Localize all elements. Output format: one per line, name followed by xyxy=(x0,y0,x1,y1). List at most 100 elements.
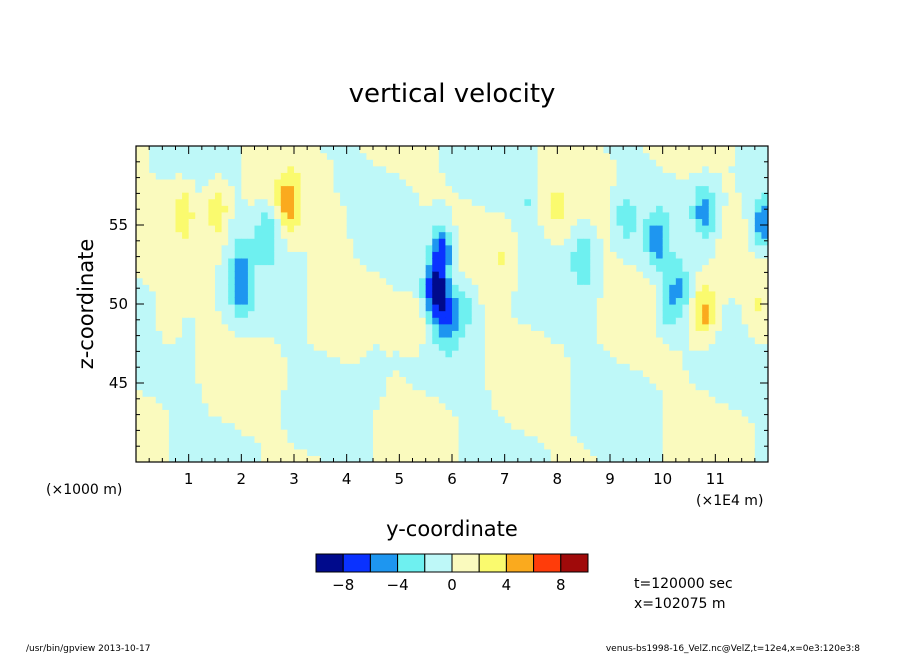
x-position-info: x=102075 m xyxy=(634,596,726,612)
heatmap-cell xyxy=(682,172,690,180)
heatmap-cell xyxy=(537,323,545,331)
heatmap-cell xyxy=(274,297,282,305)
heatmap-cell xyxy=(544,330,552,338)
heatmap-cell xyxy=(748,304,756,312)
heatmap-cell xyxy=(386,389,394,397)
heatmap-cell xyxy=(577,317,585,325)
heatmap-cell xyxy=(741,323,749,331)
heatmap-cell xyxy=(550,448,558,457)
heatmap-cell xyxy=(182,152,190,160)
heatmap-cell xyxy=(247,290,256,299)
heatmap-cell xyxy=(754,205,763,213)
heatmap-cell xyxy=(603,383,611,391)
heatmap-cell xyxy=(366,205,374,213)
heatmap-cell xyxy=(261,402,269,410)
heatmap-cell xyxy=(274,304,282,312)
heatmap-cell xyxy=(458,178,466,187)
heatmap-cell xyxy=(636,185,644,193)
heatmap-cell xyxy=(754,429,763,437)
heatmap-cell xyxy=(267,211,275,220)
heatmap-cell xyxy=(353,343,361,351)
heatmap-cell xyxy=(405,211,414,220)
heatmap-cell xyxy=(136,277,144,285)
heatmap-cell xyxy=(465,231,473,239)
heatmap-cell xyxy=(254,231,262,239)
heatmap-cell xyxy=(721,336,730,345)
heatmap-cell xyxy=(274,192,282,200)
heatmap-cell xyxy=(484,330,493,338)
heatmap-cell xyxy=(425,284,433,292)
heatmap-cell xyxy=(162,146,170,154)
heatmap-cell xyxy=(405,442,414,450)
heatmap-cell xyxy=(708,369,716,378)
heatmap-cell xyxy=(208,264,216,272)
heatmap-cell xyxy=(261,284,269,292)
heatmap-cell xyxy=(294,350,302,358)
heatmap-cell xyxy=(425,172,433,180)
heatmap-cell xyxy=(498,178,506,187)
heatmap-cell xyxy=(228,178,236,187)
heatmap-cell xyxy=(550,363,558,371)
heatmap-cell xyxy=(307,251,315,259)
heatmap-cell xyxy=(359,350,368,358)
heatmap-cell xyxy=(333,211,341,220)
heatmap-cell xyxy=(201,448,210,457)
heatmap-cell xyxy=(274,409,282,417)
heatmap-cell xyxy=(596,192,605,200)
heatmap-cell xyxy=(162,363,170,371)
heatmap-cell xyxy=(735,389,743,397)
heatmap-cell xyxy=(524,350,532,358)
heatmap-cell xyxy=(563,277,572,285)
heatmap-cell xyxy=(649,185,657,193)
heatmap-cell xyxy=(267,297,275,305)
x-axis-label: y-coordinate xyxy=(386,517,518,541)
heatmap-cell xyxy=(438,198,447,206)
heatmap-cell xyxy=(261,225,269,233)
heatmap-cell xyxy=(517,448,526,457)
heatmap-cell xyxy=(452,284,460,292)
heatmap-cell xyxy=(695,396,703,404)
heatmap-cell xyxy=(392,409,400,417)
heatmap-cell xyxy=(261,389,269,397)
heatmap-cell xyxy=(366,369,374,378)
heatmap-cell xyxy=(702,343,710,351)
heatmap-cell xyxy=(340,211,348,220)
heatmap-cell xyxy=(221,402,229,410)
heatmap-cell xyxy=(557,238,565,246)
heatmap-cell xyxy=(610,369,618,378)
heatmap-cell xyxy=(438,323,447,331)
heatmap-cell xyxy=(471,304,479,312)
heatmap-cell xyxy=(715,271,723,279)
heatmap-cell xyxy=(274,205,282,213)
heatmap-cell xyxy=(478,152,486,160)
heatmap-cell xyxy=(333,422,341,430)
heatmap-cell xyxy=(195,310,203,318)
heatmap-cell xyxy=(570,389,578,397)
heatmap-cell xyxy=(583,383,591,391)
heatmap-cell xyxy=(471,192,479,200)
heatmap-cell xyxy=(491,310,499,318)
heatmap-cell xyxy=(182,422,190,430)
heatmap-cell xyxy=(241,435,249,443)
heatmap-cell xyxy=(353,231,361,239)
heatmap-cell xyxy=(136,409,144,417)
heatmap-cell xyxy=(287,297,295,305)
heatmap-cell xyxy=(149,304,157,312)
heatmap-cell xyxy=(300,146,308,154)
heatmap-cell xyxy=(563,251,572,259)
heatmap-cell xyxy=(748,376,756,384)
heatmap-cell xyxy=(419,336,427,345)
heatmap-cell xyxy=(577,442,585,450)
heatmap-cell xyxy=(399,218,407,226)
heatmap-cell xyxy=(201,363,210,371)
heatmap-cell xyxy=(623,264,631,272)
heatmap-cell xyxy=(201,323,210,331)
heatmap-cell xyxy=(491,336,499,345)
heatmap-cell xyxy=(603,415,611,424)
heatmap-cell xyxy=(478,238,486,246)
heatmap-cell xyxy=(432,350,440,358)
heatmap-cell xyxy=(261,172,269,180)
heatmap-cell xyxy=(142,264,150,272)
heatmap-cell xyxy=(517,211,526,220)
heatmap-cell xyxy=(754,402,763,410)
